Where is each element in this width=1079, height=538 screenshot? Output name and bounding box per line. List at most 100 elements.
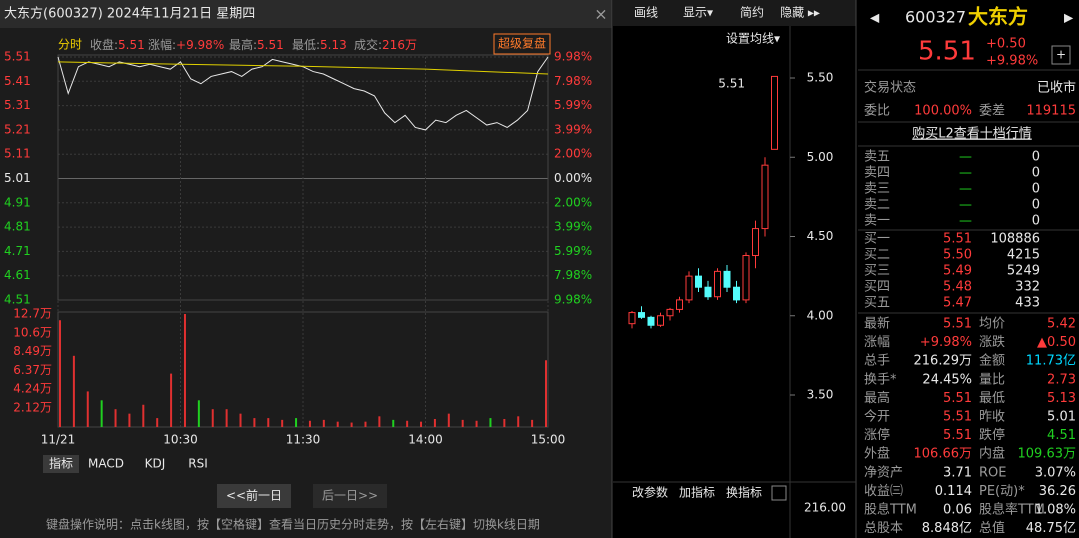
stat-cell: 11.73亿 — [1026, 354, 1076, 369]
toolbar-item[interactable]: 隐藏 ▸▸ — [780, 6, 820, 20]
summary-label: 最高: — [229, 37, 257, 52]
volume-bar — [211, 409, 214, 427]
next-day[interactable]: 后一日>> — [322, 489, 378, 503]
volume-bar — [253, 418, 256, 427]
l2-link[interactable]: 购买L2查看十档行情 — [912, 126, 1032, 142]
volume-tick: 2.12万 — [13, 401, 52, 415]
stat-cell: 3.71 — [943, 465, 972, 480]
stat-cell: ▲0.50 — [1037, 335, 1076, 350]
bid-cell: 332 — [1015, 280, 1040, 295]
candle-body — [647, 316, 655, 326]
pct-tick: 3.99% — [554, 122, 592, 136]
ask-cell: 0 — [1032, 198, 1040, 213]
volume-bar — [128, 413, 131, 427]
volume-bar — [392, 419, 395, 427]
stat-cell: 48.75亿 — [1026, 521, 1076, 536]
stat-cell: 106.66万 — [914, 447, 973, 462]
time-label: 10:30 — [163, 433, 198, 447]
stat-cell: 股息率TTM — [979, 502, 1045, 518]
summary-item: 最低:5.13 — [292, 38, 347, 52]
prev-arrow[interactable]: ◀ — [870, 11, 880, 25]
summary-value: +9.98% — [176, 38, 224, 52]
prev-day-button[interactable] — [217, 484, 291, 508]
ask-cell: 0 — [1032, 150, 1040, 165]
stat-cell: 今开 — [864, 409, 890, 425]
price-tick: 4.91 — [4, 195, 31, 209]
bid-cell: 5249 — [1007, 264, 1040, 279]
pct-tick: 7.98% — [554, 268, 592, 282]
bid-cell: 4215 — [1007, 248, 1040, 263]
stat-cell: 最新 — [864, 316, 890, 332]
bid-cell: 5.48 — [943, 280, 972, 295]
replay-button[interactable] — [493, 33, 551, 55]
ask-cell: 0 — [1032, 166, 1040, 181]
add-button[interactable] — [1051, 45, 1071, 65]
indicator-tab[interactable]: 指标 — [49, 456, 73, 471]
bid-cell: 买三 — [864, 264, 890, 279]
next-day-button[interactable] — [313, 484, 387, 508]
volume-bar — [364, 421, 367, 427]
stat-cell: 总股本 — [864, 521, 903, 536]
bid-cell: 433 — [1015, 296, 1040, 311]
volume-bar — [86, 391, 89, 427]
toolbar-item[interactable]: 简约 — [740, 5, 764, 20]
stat-cell: ROE — [979, 465, 1006, 480]
kline-tick: 3.50 — [807, 388, 834, 402]
candle-body — [752, 228, 759, 257]
ask-cell: 0 — [1032, 182, 1040, 197]
candle-body — [733, 286, 740, 301]
indicator-tab[interactable]: KDJ — [145, 457, 166, 471]
toolbar-item[interactable]: 显示▾ — [683, 6, 713, 20]
pct-tick: 9.98% — [554, 50, 592, 64]
candle-body — [628, 312, 636, 325]
price-tick: 4.61 — [4, 268, 31, 282]
keyboard-hint: 键盘操作说明：点击k线图，按【空格键】查看当日历史分时走势，按【左右键】切换k线… — [46, 517, 540, 532]
stat-cell: 5.51 — [943, 410, 972, 425]
volume-bar — [461, 419, 464, 427]
ask-cell: 卖一 — [864, 214, 890, 229]
price-tick: 5.41 — [4, 74, 31, 88]
volume-tick: 8.49万 — [13, 344, 52, 358]
toolbar-item[interactable]: 画线 — [634, 6, 658, 20]
volume-tick: 12.7万 — [13, 307, 52, 321]
bid-cell: 5.49 — [943, 264, 972, 279]
ratio-item: 委差 — [979, 104, 1005, 119]
volume-bar — [59, 320, 61, 427]
close-button[interactable]: × — [594, 5, 607, 24]
bid-cell: 买一 — [864, 232, 890, 247]
stat-cell: 5.51 — [943, 428, 972, 443]
volume-bar — [433, 418, 436, 427]
volume-bar — [295, 418, 298, 427]
prev-day[interactable]: <<前一日 — [226, 488, 282, 503]
bid-cell: 5.47 — [943, 296, 972, 311]
indicator-tab[interactable]: RSI — [188, 457, 208, 471]
stat-cell: 总值 — [979, 520, 1005, 536]
stat-cell: 5.13 — [1047, 391, 1076, 406]
kline-tab[interactable]: 改参数 — [632, 485, 668, 500]
volume-frame — [57, 311, 549, 428]
kline-tab[interactable]: 换指标 — [726, 485, 762, 500]
volume-bar — [100, 400, 103, 427]
close-indicator[interactable] — [771, 485, 787, 501]
ask-cell: 卖二 — [864, 198, 890, 213]
window-title: 大东方(600327) 2024年11月21日 星期四 — [4, 6, 255, 22]
next-arrow[interactable]: ▶ — [1064, 11, 1074, 25]
replay-text[interactable]: 超级复盘 — [498, 36, 546, 51]
stat-cell: 2.73 — [1047, 372, 1076, 387]
pct-tick: 9.98% — [554, 293, 592, 307]
ask-cell: 卖五 — [864, 150, 890, 165]
stat-cell: 4.51 — [1047, 428, 1076, 443]
volume-bar — [281, 419, 284, 427]
ask-cell: — — [959, 198, 972, 213]
summary-value: 216万 — [382, 38, 417, 52]
ma-setting[interactable]: 设置均线▾ — [726, 32, 780, 46]
indicator-tab[interactable]: MACD — [88, 457, 124, 471]
volume-bar — [267, 418, 270, 427]
summary-item: 成交:216万 — [354, 37, 417, 52]
status-label: 交易状态 — [864, 80, 916, 96]
pct-tick: 2.00% — [554, 147, 592, 161]
time-label: 14:00 — [408, 433, 443, 447]
stat-cell: 均价 — [979, 317, 1005, 332]
kline-tab[interactable]: 加指标 — [679, 485, 715, 500]
active-tab[interactable] — [43, 455, 79, 473]
